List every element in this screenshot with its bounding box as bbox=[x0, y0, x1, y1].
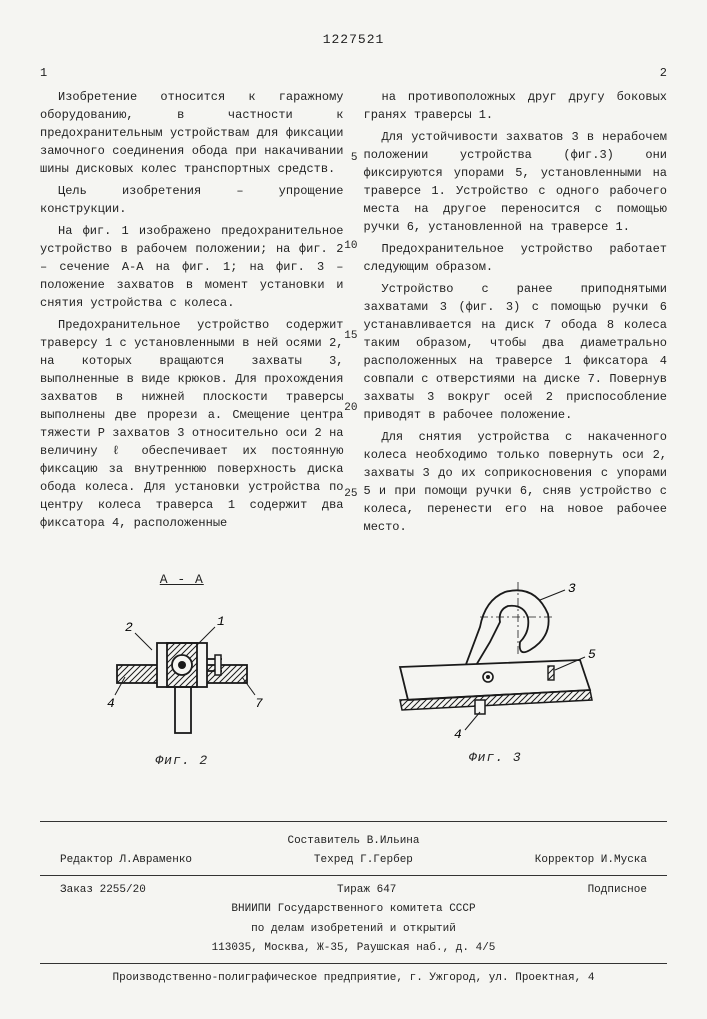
line-marker-25: 25 bbox=[344, 486, 357, 503]
figure-2-svg: 2 4 1 7 bbox=[97, 595, 267, 745]
footer-corrector: Корректор И.Муска bbox=[535, 852, 647, 869]
fig2-label-1: 1 bbox=[217, 614, 225, 629]
footer-org1: ВНИИПИ Государственного комитета СССР bbox=[40, 901, 667, 918]
footer-address: 113035, Москва, Ж-35, Раушская наб., д. … bbox=[40, 940, 667, 957]
col2-p5: Для снятия устройства с накаченного коле… bbox=[364, 428, 668, 536]
figures-row: А - А 2 4 1 bbox=[40, 570, 667, 771]
footer-order: Заказ 2255/20 bbox=[60, 882, 146, 899]
figure-3: 3 5 4 Фиг. 3 bbox=[380, 572, 610, 768]
footer-editor: Редактор Л.Авраменко bbox=[60, 852, 192, 869]
footer: Составитель В.Ильина Редактор Л.Авраменк… bbox=[40, 821, 667, 987]
footer-techred: Техред Г.Гербер bbox=[314, 852, 413, 869]
footer-editors-row: Редактор Л.Авраменко Техред Г.Гербер Кор… bbox=[40, 852, 667, 869]
section-label: А - А bbox=[97, 570, 267, 590]
column-right: на противоположных друг другу боковых гр… bbox=[364, 88, 668, 540]
fig2-label-7: 7 bbox=[255, 696, 263, 711]
col2-p4: Устройство с ранее приподнятыми захватам… bbox=[364, 280, 668, 424]
footer-printer: Производственно-полиграфическое предприя… bbox=[40, 970, 667, 987]
col1-p3: На фиг. 1 изображено предохранительное у… bbox=[40, 222, 344, 312]
page-numbers-row: 1 2 bbox=[40, 64, 667, 82]
page-right: 2 bbox=[660, 64, 667, 82]
line-marker-20: 20 bbox=[344, 400, 357, 417]
col1-p1: Изобретение относится к гаражному оборуд… bbox=[40, 88, 344, 178]
fig2-caption: Фиг. 2 bbox=[97, 751, 267, 771]
fig2-label-4: 4 bbox=[107, 696, 115, 711]
col2-p3: Предохранительное устройство работает сл… bbox=[364, 240, 668, 276]
fig3-caption: Фиг. 3 bbox=[380, 748, 610, 768]
column-left: Изобретение относится к гаражному оборуд… bbox=[40, 88, 344, 540]
fig3-label-5: 5 bbox=[588, 647, 596, 662]
figure-2: А - А 2 4 1 bbox=[97, 570, 267, 771]
col1-p4: Предохранительное устройство содержит тр… bbox=[40, 316, 344, 532]
footer-subscription: Подписное bbox=[588, 882, 647, 899]
line-marker-15: 15 bbox=[344, 328, 357, 345]
line-marker-5: 5 bbox=[351, 150, 358, 167]
footer-order-row: Заказ 2255/20 Тираж 647 Подписное bbox=[40, 882, 667, 899]
line-marker-10: 10 bbox=[344, 238, 357, 255]
col1-p2: Цель изобретения – упрощение конструкции… bbox=[40, 182, 344, 218]
footer-compiler: Составитель В.Ильина bbox=[40, 833, 667, 850]
footer-tirage: Тираж 647 bbox=[337, 882, 396, 899]
page-left: 1 bbox=[40, 64, 47, 82]
fig2-label-2: 2 bbox=[125, 620, 133, 635]
patent-number: 1227521 bbox=[40, 30, 667, 50]
text-columns: Изобретение относится к гаражному оборуд… bbox=[40, 88, 667, 540]
col2-p1: на противоположных друг другу боковых гр… bbox=[364, 88, 668, 124]
figure-3-svg: 3 5 4 bbox=[380, 572, 610, 742]
fig3-label-4: 4 bbox=[454, 727, 462, 742]
footer-org2: по делам изобретений и открытий bbox=[40, 921, 667, 938]
col2-p2: Для устойчивости захватов 3 в нерабочем … bbox=[364, 128, 668, 236]
fig3-label-3: 3 bbox=[568, 581, 576, 596]
